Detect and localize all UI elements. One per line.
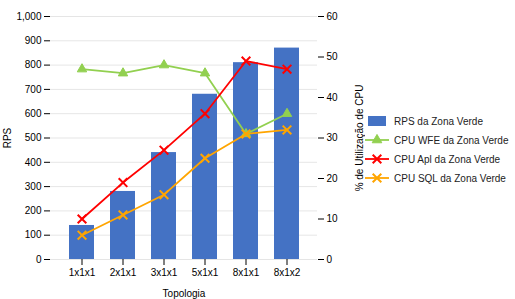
svg-text:8x1x1: 8x1x1 bbox=[233, 267, 260, 278]
svg-text:800: 800 bbox=[25, 59, 42, 70]
svg-text:200: 200 bbox=[25, 205, 42, 216]
svg-text:Topologia: Topologia bbox=[163, 288, 206, 299]
svg-text:% de Utilização de CPU: % de Utilização de CPU bbox=[354, 85, 365, 192]
svg-text:60: 60 bbox=[327, 11, 339, 22]
svg-text:30: 30 bbox=[327, 132, 339, 143]
svg-text:0: 0 bbox=[327, 254, 333, 265]
svg-text:700: 700 bbox=[25, 84, 42, 95]
svg-text:900: 900 bbox=[25, 35, 42, 46]
svg-text:500: 500 bbox=[25, 132, 42, 143]
svg-text:10: 10 bbox=[327, 213, 339, 224]
svg-text:1x1x1: 1x1x1 bbox=[69, 267, 96, 278]
svg-text:2x1x1: 2x1x1 bbox=[110, 267, 137, 278]
svg-text:1,000: 1,000 bbox=[16, 11, 41, 22]
html-text:CPU Apl da Zona Verde: CPU Apl da Zona Verde bbox=[394, 153, 501, 165]
svg-text:300: 300 bbox=[25, 181, 42, 192]
html-text:RPS da Zona Verde: RPS da Zona Verde bbox=[394, 115, 483, 127]
svg-text:600: 600 bbox=[25, 108, 42, 119]
svg-text:100: 100 bbox=[25, 229, 42, 240]
html-text:CPU WFE da Zona Verde: CPU WFE da Zona Verde bbox=[394, 134, 509, 146]
svg-text:RPS: RPS bbox=[2, 127, 13, 148]
svg-text:40: 40 bbox=[327, 92, 339, 103]
svg-text:20: 20 bbox=[327, 173, 339, 184]
html-text:CPU SQL da Zona Verde: CPU SQL da Zona Verde bbox=[394, 172, 506, 184]
svg-text:400: 400 bbox=[25, 157, 42, 168]
svg-text:5x1x1: 5x1x1 bbox=[192, 267, 219, 278]
svg-text:3x1x1: 3x1x1 bbox=[151, 267, 178, 278]
svg-text:8x1x2: 8x1x2 bbox=[274, 267, 301, 278]
svg-text:0: 0 bbox=[36, 254, 42, 265]
svg-text:50: 50 bbox=[327, 51, 339, 62]
